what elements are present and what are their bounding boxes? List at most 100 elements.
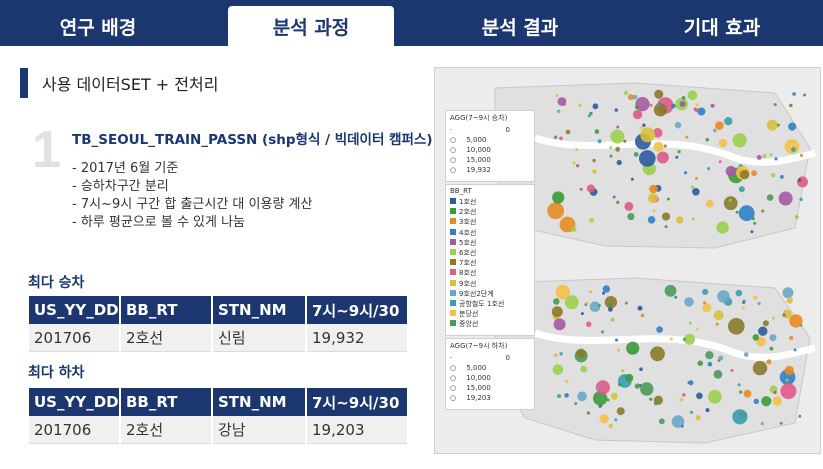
legend-route-item: 공항철도 1호선	[450, 299, 530, 309]
station-bubble	[713, 369, 723, 379]
station-bubble	[625, 373, 634, 382]
station-bubble	[782, 287, 794, 299]
station-bubble	[793, 348, 797, 352]
station-bubble	[639, 150, 656, 167]
station-bubble	[612, 195, 616, 199]
station-bubble	[751, 170, 757, 177]
tab-analysis-results[interactable]: 분석 결과	[481, 16, 559, 39]
station-bubble	[632, 109, 643, 120]
station-bubble	[594, 129, 600, 134]
station-bubble	[577, 391, 587, 402]
station-bubble	[664, 284, 677, 297]
station-bubble	[576, 164, 580, 168]
station-bubble	[708, 389, 722, 404]
legend-value: · 0	[450, 126, 510, 134]
station-bubble	[601, 330, 604, 334]
station-bubble	[617, 348, 621, 352]
station-bubble	[695, 103, 699, 107]
station-bubble	[752, 360, 768, 376]
station-bubble	[707, 167, 711, 171]
station-bubble	[676, 216, 684, 224]
station-bubble	[780, 383, 797, 400]
station-bubble	[710, 103, 715, 108]
station-bubble	[647, 216, 656, 224]
station-bubble	[695, 415, 701, 421]
station-bubble	[626, 341, 640, 355]
station-bubble	[602, 291, 605, 295]
station-bubble	[756, 154, 762, 160]
station-bubble	[738, 186, 745, 193]
station-bubble	[751, 216, 755, 221]
station-bubble	[674, 295, 678, 299]
station-bubble	[656, 103, 660, 107]
legend-swatch	[450, 208, 456, 215]
legend-route-label: 5호선	[459, 238, 477, 247]
station-bubble	[552, 191, 565, 204]
legend-route-item: 9호선	[450, 279, 530, 289]
station-bubble	[649, 103, 653, 107]
station-bubble	[797, 176, 808, 188]
station-bubble	[779, 421, 783, 425]
station-bubble	[615, 338, 619, 342]
station-bubble	[597, 303, 601, 307]
station-bubble	[653, 103, 667, 117]
station-bubble	[564, 393, 569, 398]
table-header-row: US_YY_DD BB_RT STN_NM 7시~9시/30	[29, 388, 407, 416]
station-bubble	[652, 128, 663, 138]
station-bubble	[743, 389, 752, 398]
station-bubble	[715, 121, 724, 130]
table-cell: 201706	[29, 416, 119, 444]
station-bubble	[679, 101, 686, 107]
station-bubble	[730, 368, 734, 372]
max-alighting-label: 최다 하차	[28, 365, 85, 381]
station-bubble	[608, 423, 613, 429]
station-bubble	[639, 367, 643, 372]
station-bubble	[683, 171, 688, 175]
station-bubble	[572, 161, 576, 165]
tab-expected-effects[interactable]: 기대 효과	[683, 16, 761, 39]
legend-route-label: 8호선	[459, 269, 477, 278]
bullet: - 2017년 6월 기준	[72, 161, 179, 176]
station-bubble	[592, 103, 599, 110]
legend-swatch	[450, 300, 456, 307]
station-bubble	[589, 301, 601, 312]
station-bubble	[585, 301, 589, 305]
legend-swatch	[450, 269, 456, 276]
tab-research-background[interactable]: 연구 배경	[59, 16, 137, 39]
tab-analysis-process[interactable]: 분석 과정	[228, 6, 394, 46]
table-cell: 강남	[213, 416, 305, 444]
station-bubble	[674, 122, 682, 129]
legend-value: ○ 19,203	[450, 394, 491, 402]
legend-route-label: 공항철도 1호선	[459, 300, 505, 309]
legend-routes: BB_RT 1호선 2호선 3호선 4호선 5호선 6호선 7호선 8호선 9호선 9호선2단계 공…	[445, 184, 535, 336]
station-bubble	[628, 94, 634, 101]
legend-route-item: 8호선	[450, 268, 530, 278]
station-bubble	[718, 355, 724, 361]
station-bubble	[705, 351, 714, 360]
station-bubble	[772, 316, 775, 320]
station-bubble	[624, 301, 628, 305]
table-cell: 19,203	[307, 416, 407, 444]
legend-swatch	[450, 279, 456, 286]
station-bubble	[557, 97, 567, 106]
legend-title: AGG(7~9시 승차)	[450, 114, 508, 122]
legend-value: ○ 10,000	[450, 146, 491, 154]
station-bubble	[792, 92, 796, 96]
legend-route-item: 4호선	[450, 228, 530, 238]
station-bubble	[723, 196, 738, 211]
station-bubble	[616, 200, 620, 204]
table-cell: 2호선	[121, 324, 211, 352]
station-bubble	[739, 390, 743, 394]
station-bubble	[587, 114, 591, 118]
legend-route-item: 분당선	[450, 309, 530, 319]
column-header: STN_NM	[213, 296, 305, 324]
station-bubble	[770, 173, 776, 178]
station-bubble	[718, 160, 722, 164]
legend-route-label: 분당선	[459, 310, 479, 319]
legend-route-label: 중앙선	[459, 320, 479, 329]
station-bubble	[758, 326, 768, 336]
station-bubble	[791, 147, 796, 152]
station-bubble	[743, 352, 749, 357]
column-header: US_YY_DD	[29, 296, 119, 324]
station-bubble	[578, 103, 582, 108]
